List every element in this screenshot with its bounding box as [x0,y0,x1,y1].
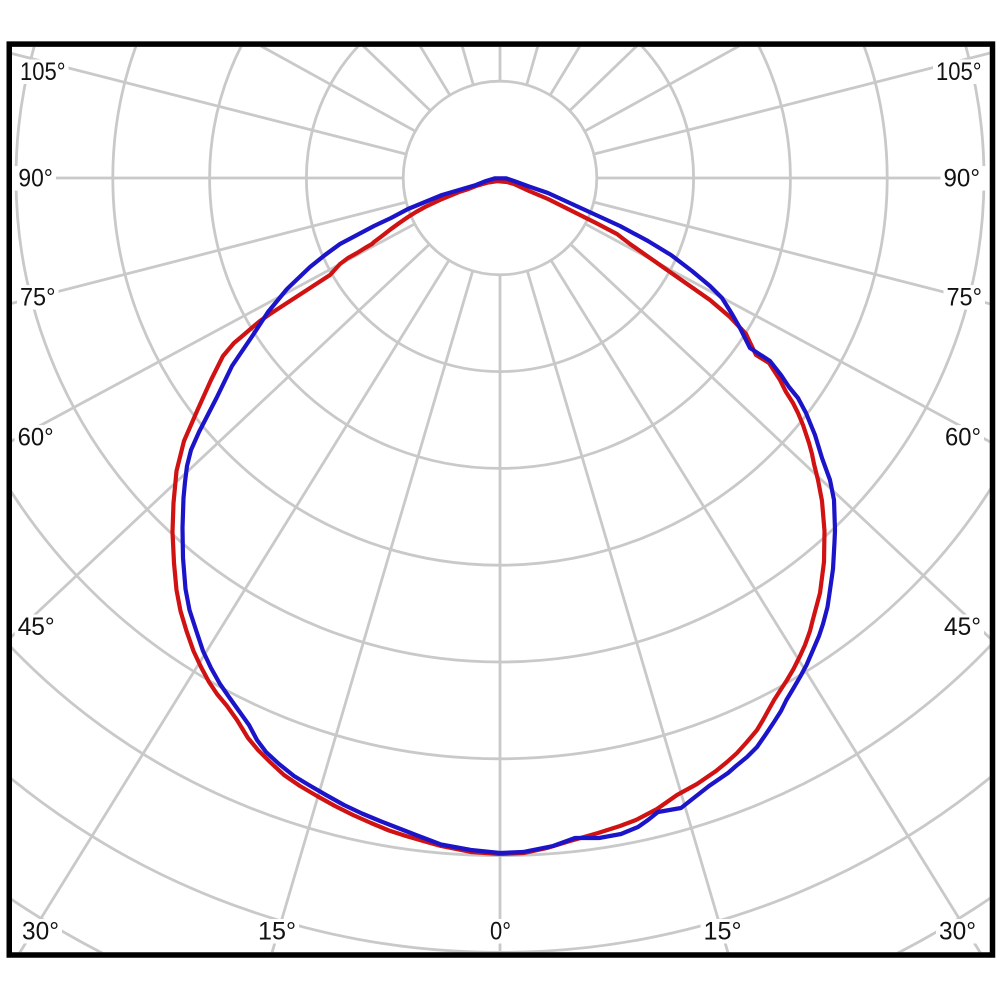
svg-text:30°: 30° [939,918,976,946]
svg-text:60°: 60° [945,424,981,452]
svg-text:30°: 30° [22,918,59,946]
svg-text:90°: 90° [18,165,53,193]
svg-text:60°: 60° [18,424,54,452]
svg-text:45°: 45° [18,613,55,641]
svg-text:105°: 105° [936,58,982,86]
svg-text:75°: 75° [947,284,983,312]
svg-text:105°: 105° [20,58,66,86]
svg-text:75°: 75° [20,284,56,312]
svg-text:0°: 0° [490,918,511,946]
svg-text:90°: 90° [944,165,981,193]
svg-text:15°: 15° [704,918,742,946]
svg-text:15°: 15° [258,918,296,946]
svg-text:45°: 45° [944,613,981,641]
